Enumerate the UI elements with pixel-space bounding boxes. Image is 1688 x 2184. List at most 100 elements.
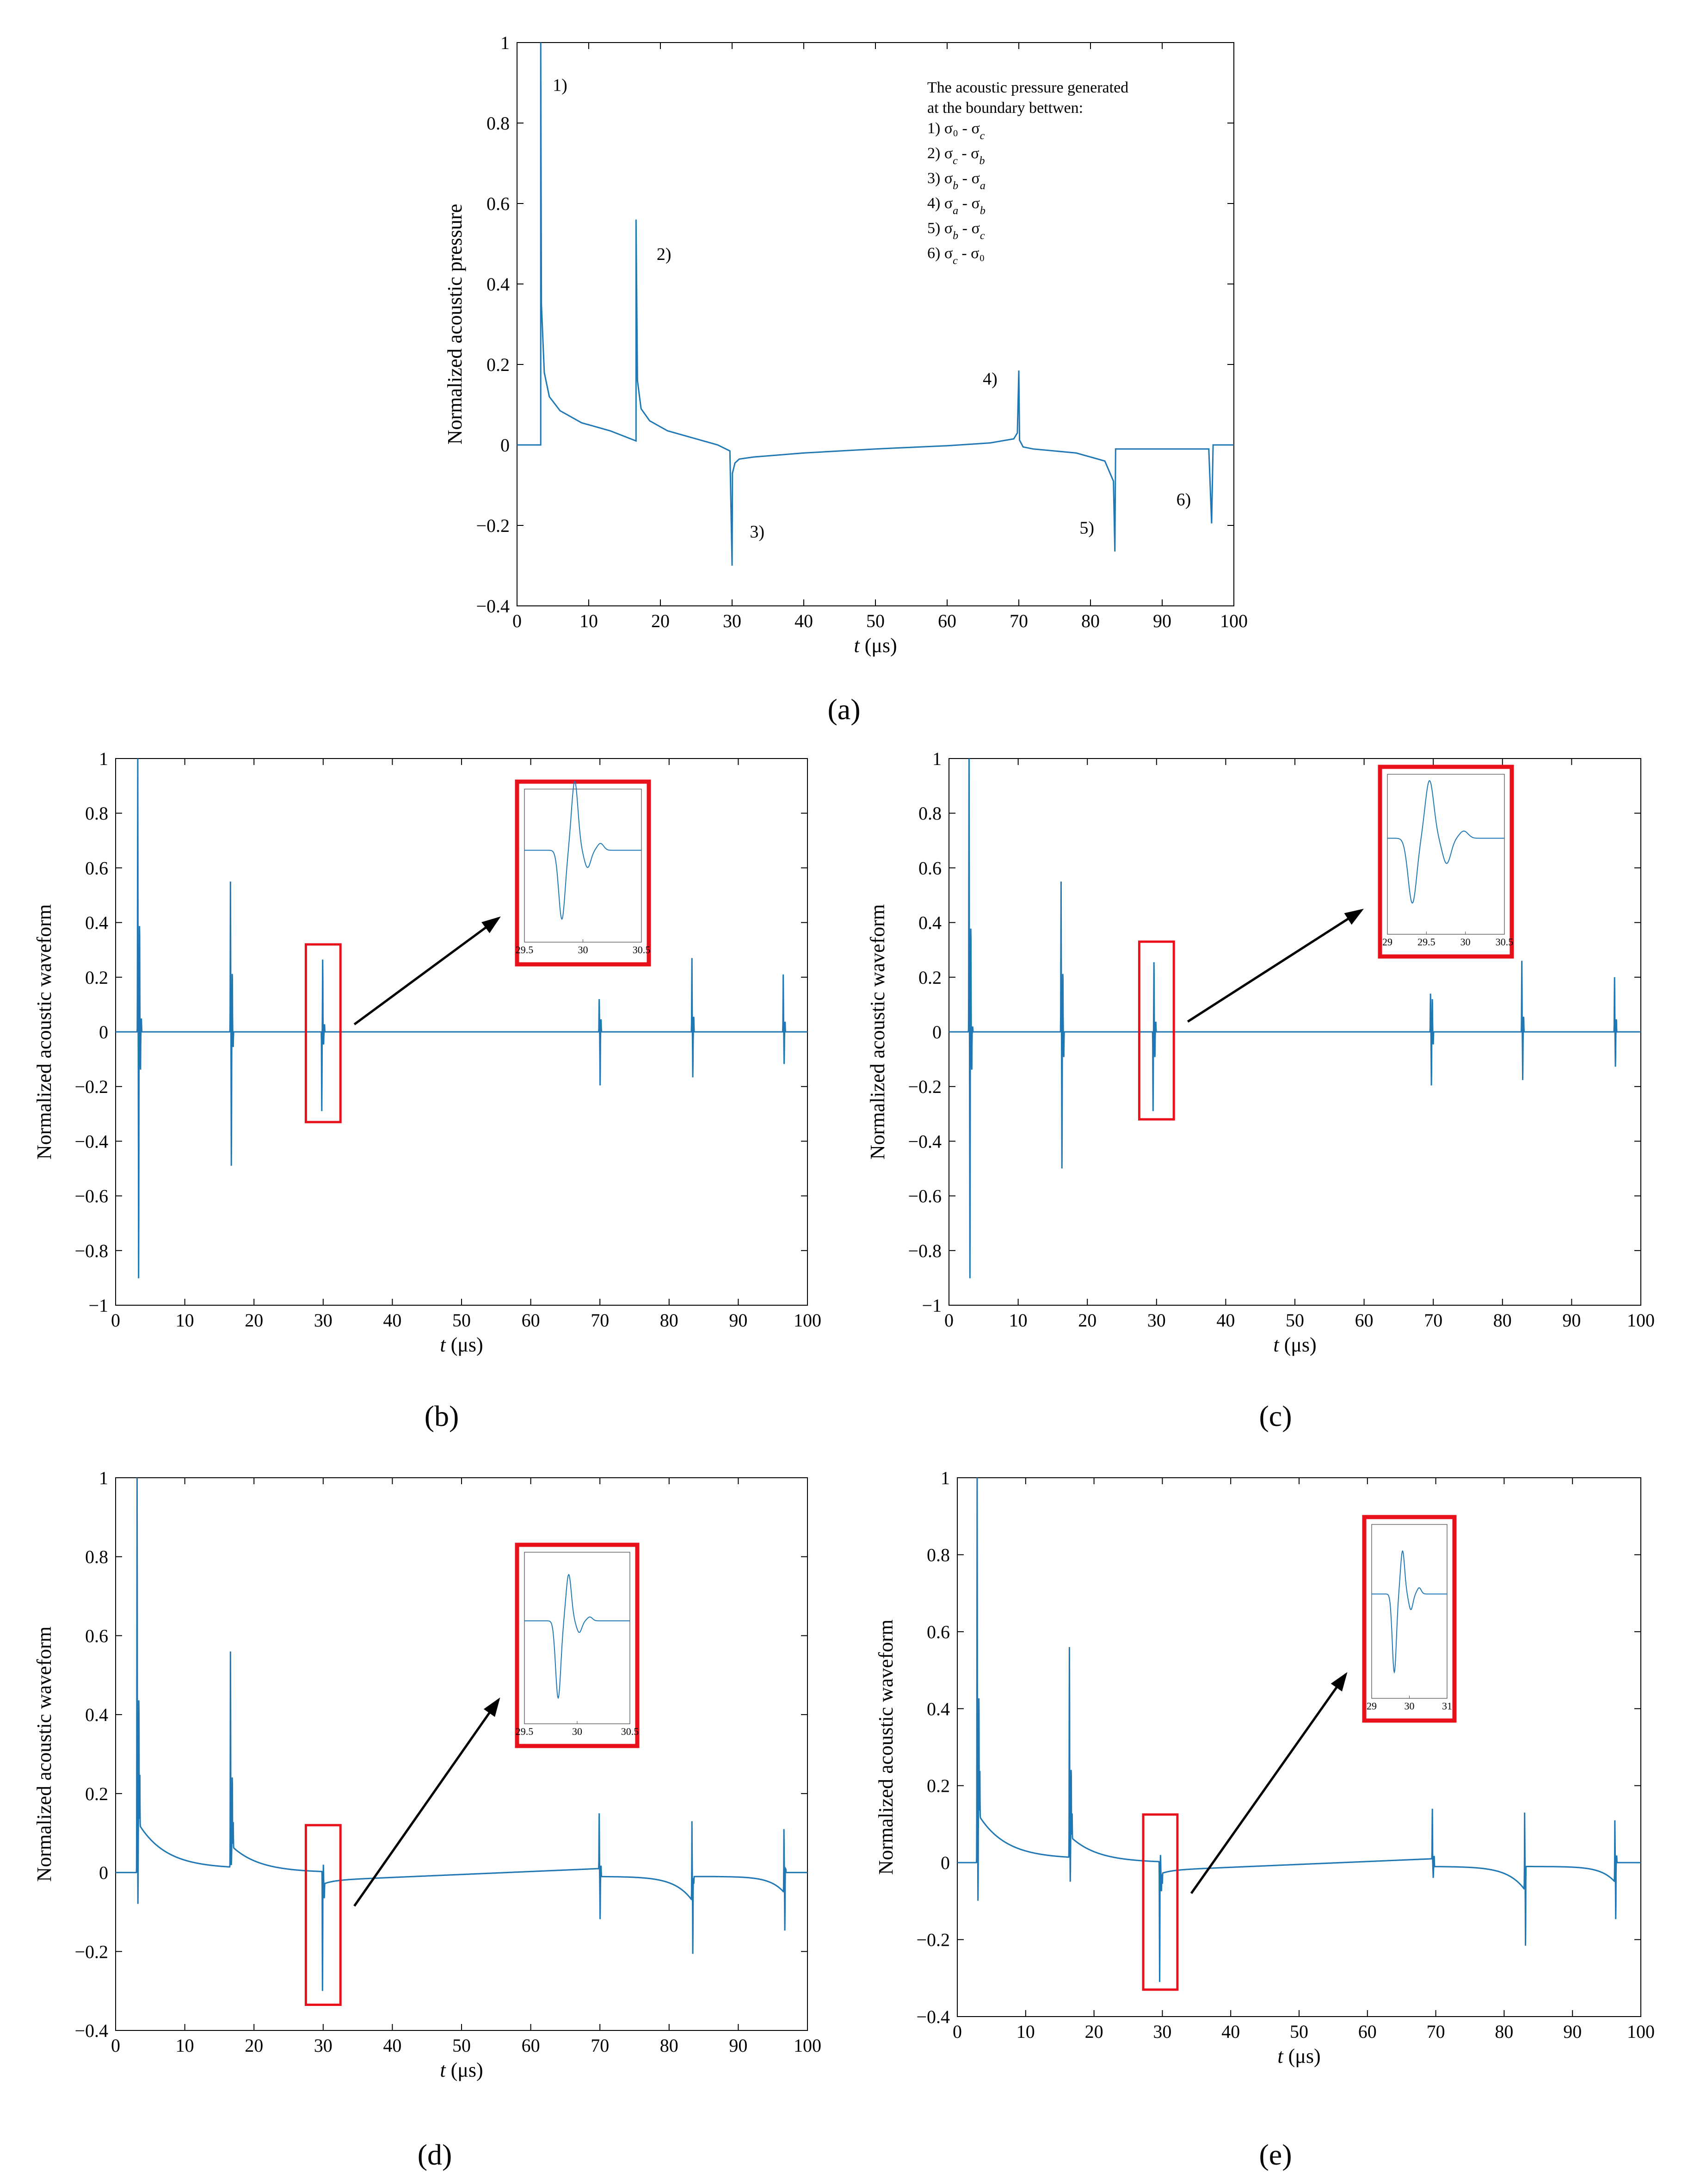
legend-entry: 2) σc - σb: [927, 145, 985, 167]
series-line-b: [116, 758, 807, 1278]
x-tick-label: 10: [176, 1310, 194, 1331]
x-tick-label: 40: [383, 1310, 401, 1331]
x-tick-label: 80: [660, 1310, 678, 1331]
panel-e: 0 10 20 30 40 50 60 70 80 90 100 −0.4 −0.2 0 0.2 0.4 0.6…: [875, 1468, 1655, 2067]
inset-tick-label: 30.5: [633, 944, 651, 956]
inset-tick-label: 30: [578, 944, 588, 956]
y-tick-label: 1: [500, 32, 510, 53]
y-tick-label: 1: [99, 1468, 108, 1488]
x-tick-label: 60: [938, 611, 956, 631]
x-tick-label: 30: [314, 1310, 333, 1331]
x-tick-label: 90: [1562, 1310, 1581, 1331]
y-tick-label: −0.4: [908, 1131, 942, 1152]
inset-waveform: [1387, 780, 1504, 904]
y-tick-label: 1: [941, 1468, 950, 1488]
x-tick-label: 20: [1078, 1310, 1097, 1331]
highlight-box: [304, 943, 342, 1123]
caption-b: (b): [425, 1400, 459, 1432]
panel-b: 0 10 20 30 40 50 60 70 80 90 100−1−0.8−0.6−0.4−0.2…: [33, 748, 821, 1356]
zoom-inset: [515, 779, 651, 967]
inset-frame: [1387, 774, 1505, 935]
y-tick-label: −0.6: [74, 1186, 108, 1207]
y-tick-label: −0.8: [908, 1240, 942, 1261]
y-tick-label: −0.4: [74, 1131, 108, 1152]
x-tick-label: 20: [651, 611, 670, 631]
x-tick-label: 50: [452, 2035, 471, 2056]
inset-tick-label: 30.5: [621, 1726, 639, 1737]
zoom-arrow-head: [1331, 1672, 1348, 1692]
x-tick-label: 100: [1220, 611, 1248, 631]
y-tick-label: 0.2: [85, 967, 108, 988]
y-tick-label: 0.8: [487, 113, 510, 134]
x-tick-label: 0: [944, 1310, 954, 1331]
y-tick-label: 1: [99, 748, 108, 769]
y-tick-label: 0.6: [918, 858, 942, 878]
x-tick-label: 70: [591, 1310, 609, 1331]
x-tick-label: 30: [723, 611, 741, 631]
y-tick-label: 0.2: [918, 967, 942, 988]
x-tick-label: 100: [1627, 2021, 1655, 2042]
x-tick-label: 70: [1424, 1310, 1442, 1331]
x-tick-label: 50: [1286, 1310, 1304, 1331]
inset-tick-label: 29: [1367, 1700, 1377, 1712]
y-tick-label: 0.6: [927, 1622, 950, 1642]
y-tick-label: 0: [932, 1022, 942, 1043]
series-line-a: [517, 42, 1234, 566]
inset-waveform: [1372, 1550, 1447, 1674]
peak-annotation-1: 1): [553, 75, 567, 95]
peak-annotation-6: 6): [1177, 490, 1191, 510]
y-tick-label: 0: [99, 1863, 108, 1883]
x-axis-label: t (μs): [854, 634, 897, 657]
caption-d: (d): [418, 2138, 452, 2171]
y-tick-label: 0.4: [85, 913, 108, 933]
y-tick-label: −0.4: [916, 2006, 950, 2027]
y-tick-label: 0.2: [927, 1776, 950, 1796]
inset-tick-label: 30.5: [1496, 936, 1514, 948]
x-axis-label: t (μs): [440, 2059, 483, 2081]
x-tick-label: 20: [245, 1310, 263, 1331]
y-tick-label: −0.2: [74, 1941, 108, 1962]
y-axis-label: Normalized acoustic waveform: [33, 904, 55, 1160]
y-tick-label: 0.8: [85, 803, 108, 824]
y-tick-label: −0.6: [908, 1186, 942, 1207]
zoom-arrow-head: [481, 916, 501, 933]
x-tick-label: 80: [660, 2035, 678, 2056]
legend-block: The acoustic pressure generated at the bo…: [927, 79, 1128, 267]
x-tick-label: 60: [522, 1310, 540, 1331]
inset-tick-label: 30: [572, 1726, 582, 1737]
y-tick-label: −0.4: [74, 2020, 108, 2041]
legend-heading: The acoustic pressure generated: [927, 79, 1128, 96]
y-axis-label: Normalized acoustic waveform: [875, 1619, 897, 1875]
x-tick-label: 30: [314, 2035, 333, 2056]
zoom-inset: [515, 1542, 640, 1748]
x-tick-label: 80: [1493, 1310, 1512, 1331]
x-tick-label: 90: [729, 1310, 747, 1331]
x-tick-label: 80: [1081, 611, 1100, 631]
x-tick-label: 50: [452, 1310, 471, 1331]
x-tick-label: 0: [512, 611, 522, 631]
y-tick-label: 0: [99, 1022, 108, 1043]
inset-tick-label: 30: [1405, 1700, 1415, 1712]
x-tick-label: 0: [111, 2035, 120, 2056]
inset-tick-label: 29.5: [1417, 936, 1435, 948]
y-tick-label: 0.6: [85, 1625, 108, 1646]
x-tick-label: 60: [522, 2035, 540, 2056]
inset-tick-label: 29: [1382, 936, 1392, 948]
x-tick-label: 20: [1085, 2021, 1103, 2042]
x-tick-label: 20: [245, 2035, 263, 2056]
caption-c: (c): [1259, 1400, 1292, 1432]
x-tick-label: 40: [795, 611, 813, 631]
y-tick-label: −0.2: [74, 1076, 108, 1097]
series-line-e: [957, 1477, 1641, 1982]
y-tick-label: 0: [500, 435, 510, 456]
x-tick-label: 90: [729, 2035, 747, 2056]
y-tick-label: 0.6: [85, 858, 108, 878]
legend-entry: 1) σ₀ - σc: [927, 120, 985, 142]
x-tick-label: 100: [794, 2035, 821, 2056]
x-tick-label: 70: [591, 2035, 609, 2056]
y-tick-label: −0.4: [476, 596, 510, 617]
caption-e: (e): [1259, 2138, 1292, 2171]
y-axis-label: Normalized acoustic waveform: [33, 1626, 55, 1882]
y-tick-label: −0.2: [908, 1076, 942, 1097]
y-tick-label: −0.8: [74, 1240, 108, 1261]
